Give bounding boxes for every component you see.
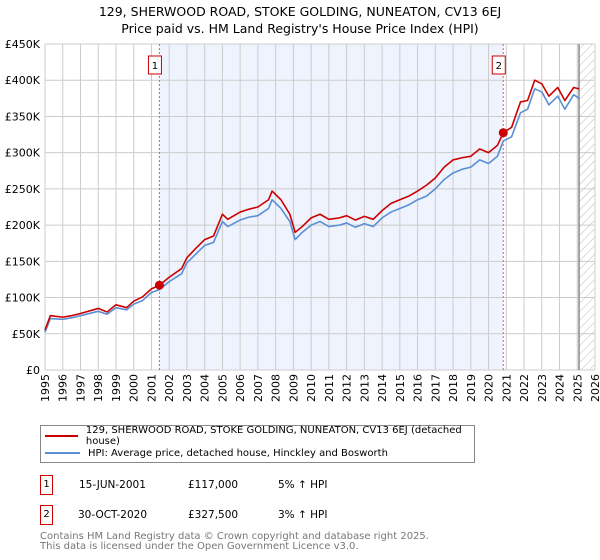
x-tick-label: 2006 <box>234 374 247 402</box>
chart-title: 129, SHERWOOD ROAD, STOKE GOLDING, NUNEA… <box>98 4 502 19</box>
y-tick-label: £400K <box>5 74 41 87</box>
legend-item-property: 129, SHERWOOD ROAD, STOKE GOLDING, NUNEA… <box>41 425 474 447</box>
price-chart: 1995 1996 1997 1998 1999 2000 2001 2002 2003 2004… <box>5 38 600 402</box>
legend-label: HPI: Average price, detached house, Hinc… <box>88 447 388 459</box>
hpi-line <box>44 88 580 333</box>
x-tick-label: 2023 <box>536 374 549 402</box>
x-tick-label: 2026 <box>589 374 600 402</box>
sale-marker-label: 1 <box>152 61 158 72</box>
x-tick-label: 2013 <box>358 374 371 402</box>
ownership-shade <box>159 44 504 370</box>
x-tick-label: 2018 <box>447 374 460 402</box>
x-tick-label: 2022 <box>518 374 531 402</box>
sale-date: 15-JUN-2001 <box>79 479 146 491</box>
sale-hpi: 3% ↑ HPI <box>278 509 328 521</box>
x-tick-label: 2000 <box>128 374 141 402</box>
footer-line-1: Contains HM Land Registry data © Crown c… <box>40 531 429 542</box>
y-tick-label: £50K <box>12 328 41 341</box>
sale-price: £117,000 <box>188 479 239 491</box>
x-tick-label: 2010 <box>305 374 318 402</box>
x-tick-label: 1995 <box>39 374 52 402</box>
footer: Contains HM Land Registry data © Crown c… <box>40 532 429 552</box>
x-tick-label: 2019 <box>465 374 478 402</box>
sale-hpi: 5% ↑ HPI <box>278 479 328 491</box>
x-tick-label: 2002 <box>163 374 176 402</box>
x-tick-label: 2001 <box>145 374 158 402</box>
legend-swatch-blue <box>45 452 80 454</box>
y-tick-label: £350K <box>5 110 41 123</box>
sale-marker-box <box>147 55 162 75</box>
x-tick-label: 2025 <box>571 374 584 402</box>
forecast-hatch <box>579 44 595 370</box>
x-tick-label: 2020 <box>483 374 496 402</box>
y-tick-label: £100K <box>5 292 41 305</box>
legend-item-hpi: HPI: Average price, detached house, Hinc… <box>41 445 388 461</box>
y-tick-label: £200K <box>5 219 41 232</box>
y-tick-label: £150K <box>5 255 41 268</box>
x-tick-label: 2003 <box>181 374 194 402</box>
x-tick-label: 1999 <box>110 374 123 402</box>
x-tick-label: 1996 <box>57 374 70 402</box>
sale-point <box>154 280 164 290</box>
y-tick-label: £450K <box>5 38 41 51</box>
x-tick-label: 2021 <box>500 374 513 402</box>
x-tick-label: 2007 <box>252 374 265 402</box>
x-tick-label: 2004 <box>199 374 212 402</box>
x-tick-label: 2011 <box>323 374 336 402</box>
chart-legend: 129, SHERWOOD ROAD, STOKE GOLDING, NUNEA… <box>40 425 475 463</box>
chart-subtitle: Price paid vs. HM Land Registry's House … <box>121 21 479 36</box>
sale-date: 30-OCT-2020 <box>78 509 147 521</box>
x-tick-label: 1998 <box>92 374 105 402</box>
x-tick-label: 2009 <box>287 374 300 402</box>
sale-badge: 1 <box>40 475 53 495</box>
sale-marker-label: 2 <box>496 61 502 72</box>
x-tick-label: 2024 <box>554 374 567 402</box>
x-tick-label: 2005 <box>216 374 229 402</box>
sale-price: £327,500 <box>188 509 239 521</box>
legend-label: 129, SHERWOOD ROAD, STOKE GOLDING, NUNEA… <box>85 425 462 447</box>
x-tick-label: 2008 <box>270 374 283 402</box>
property-line <box>44 79 580 331</box>
x-tick-label: 2016 <box>412 374 425 402</box>
x-tick-label: 1997 <box>74 374 87 402</box>
y-tick-label: £250K <box>5 183 41 196</box>
x-tick-label: 2012 <box>341 374 354 402</box>
y-tick-label: £300K <box>5 147 41 160</box>
sale-point <box>498 128 508 138</box>
sale-badge: 2 <box>40 505 53 525</box>
x-tick-label: 2017 <box>429 374 442 402</box>
footer-line-2: This data is licensed under the Open Gov… <box>40 541 359 552</box>
x-tick-label: 2014 <box>376 374 389 402</box>
sale-marker-box <box>491 55 506 75</box>
legend-swatch-red <box>45 435 78 437</box>
y-tick-label: £0 <box>26 364 40 377</box>
x-tick-label: 2015 <box>394 374 407 402</box>
